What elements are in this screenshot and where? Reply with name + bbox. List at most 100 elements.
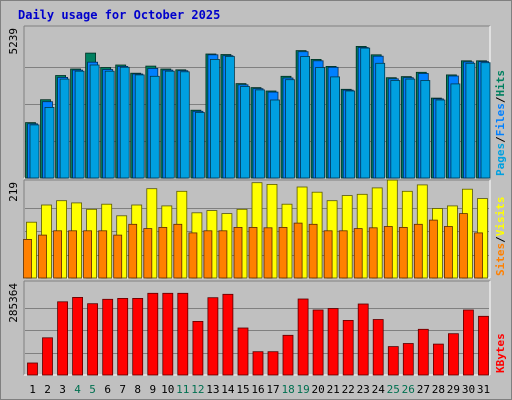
bar-pages-day-17 [270,99,280,179]
bar-pages-day-8 [134,74,145,179]
bar-sites-day-11 [173,223,183,279]
bar-kbytes-day-3 [57,301,68,376]
panel-kbytes: 285364 KBytes [7,280,507,376]
bar-kbytes-day-6 [102,298,114,376]
bar-kbytes-day-26 [402,343,414,376]
legend-visits-sites: Sites/Visits [494,197,507,277]
bar-kbytes-day-21 [327,308,339,376]
legend-item: KBytes [494,333,507,373]
legend-item: Files [494,103,507,136]
x-tick-day-16: 16 [251,383,264,396]
bar-sites-day-5 [83,230,92,279]
bar-sites-day-19 [293,222,303,279]
legend-item: / [494,96,507,103]
x-tick-day-10: 10 [161,383,174,396]
x-tick-day-26: 26 [402,383,415,396]
bar-sites-day-9 [143,228,153,279]
x-tick-day-2: 2 [44,383,51,396]
bar-kbytes-day-8 [132,297,144,376]
bar-kbytes-day-31 [478,315,489,376]
bar-kbytes-day-16 [252,351,264,376]
x-tick-day-17: 17 [266,383,279,396]
bar-kbytes-day-7 [117,297,129,376]
bar-pages-day-12 [194,112,205,179]
bar-pages-day-2 [44,107,55,179]
bar-kbytes-day-14 [222,293,234,376]
y-max-label: 5239 [7,28,20,55]
x-tick-day-30: 30 [462,383,475,396]
bar-sites-day-17 [263,227,273,279]
x-tick-day-19: 19 [296,383,309,396]
bar-sites-day-18 [278,226,288,279]
bar-kbytes-day-4 [72,296,83,376]
bar-sites-day-23 [353,228,363,279]
bar-kbytes-day-11 [177,292,189,376]
x-tick-day-3: 3 [59,383,66,396]
bar-kbytes-day-15 [237,327,249,376]
bar-pages-day-21 [330,76,341,179]
bar-kbytes-day-9 [147,292,159,376]
x-axis-labels: 1 2 3 4 5 6 7 8 9 10 11 12 13 14 15 16 17 18 19 20 21 22 23 24 2… [29,383,490,396]
bar-pages-day-18 [285,79,295,179]
bar-sites-day-8 [128,223,138,279]
bar-pages-day-4 [74,70,85,179]
legend-item: Visits [494,197,507,237]
x-tick-day-27: 27 [417,383,430,396]
legend-item: Pages [494,143,507,176]
bar-pages-day-27 [420,80,431,179]
x-tick-day-15: 15 [236,383,249,396]
bar-pages-day-31 [480,62,491,179]
panel-visits-sites: 219 Sites/Visits [7,179,507,279]
legend-kbytes: KBytes [494,333,507,373]
legend-item: / [494,236,507,243]
bar-sites-day-29 [443,226,453,279]
x-tick-day-25: 25 [387,383,400,396]
bar-sites-day-1 [23,238,32,279]
bar-pages-day-30 [465,62,476,179]
bar-sites-day-4 [68,230,77,279]
bar-sites-day-28 [428,219,438,279]
bar-kbytes-day-17 [267,351,279,376]
bar-kbytes-day-28 [432,343,444,376]
bar-pages-day-6 [104,70,115,179]
bar-pages-day-23 [360,47,371,179]
x-tick-day-23: 23 [357,383,370,396]
bar-pages-day-5 [89,64,100,179]
legend-item: Sites [494,243,507,276]
bar-sites-day-16 [248,226,258,279]
x-tick-day-9: 9 [149,383,156,396]
bar-kbytes-day-18 [282,334,294,376]
bar-pages-day-28 [435,99,446,179]
bar-sites-day-14 [218,230,228,279]
chart-panels: 5239Pages/Files/Hits219Sites/Visits28536… [7,25,507,376]
bar-kbytes-day-27 [417,328,429,376]
bar-kbytes-day-30 [462,309,474,376]
bar-pages-day-14 [224,56,235,179]
x-tick-day-1: 1 [29,383,36,396]
legend-item: Hits [494,70,507,97]
legend-item: / [494,136,507,143]
x-tick-day-13: 13 [206,383,219,396]
bar-kbytes-day-22 [342,319,354,376]
bar-sites-day-27 [413,223,423,279]
x-tick-day-14: 14 [221,383,235,396]
bar-kbytes-day-12 [192,320,204,376]
bar-kbytes-day-10 [162,292,174,376]
x-tick-day-4: 4 [74,383,81,396]
bar-sites-day-2 [38,234,47,279]
bar-pages-day-13 [209,59,220,179]
bar-kbytes-day-1 [27,362,38,376]
bar-kbytes-day-20 [312,309,324,376]
bar-sites-day-3 [53,230,62,279]
bar-pages-day-29 [450,83,461,179]
bar-sites-day-31 [474,232,483,279]
x-tick-day-11: 11 [176,383,189,396]
x-tick-day-28: 28 [432,383,445,396]
bar-sites-day-21 [323,230,333,279]
x-tick-day-5: 5 [89,383,96,396]
bar-sites-day-30 [458,213,468,279]
bar-kbytes-day-24 [372,319,384,376]
x-tick-day-18: 18 [281,383,294,396]
y-max-label: 285364 [7,283,20,323]
